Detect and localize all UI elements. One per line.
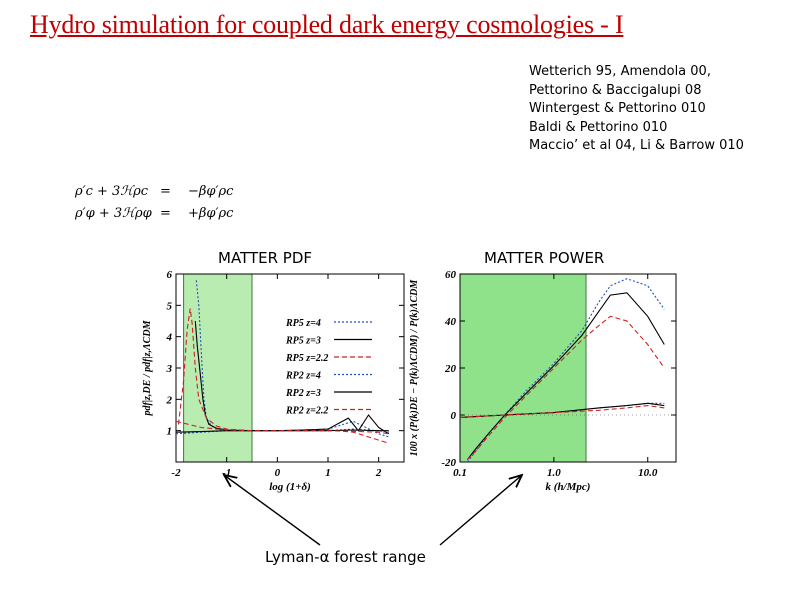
equation-lhs: ρ′c + 3ℋρc (75, 184, 149, 199)
series-line (466, 292, 665, 460)
y-tick-label: 6 (167, 269, 173, 281)
series-line (176, 420, 389, 435)
x-tick-label: 0.1 (453, 467, 467, 479)
x-tick-label: -2 (171, 467, 181, 479)
lyman-alpha-range-highlight (183, 273, 253, 463)
y-tick-label: 60 (445, 269, 457, 281)
equation-operator: = (160, 206, 171, 221)
reference-item: Maccio’ et al 04, Li & Barrow 010 (529, 138, 744, 153)
x-tick-label: 10.0 (638, 467, 658, 479)
equation-rhs: +βφ′ρc (188, 206, 234, 221)
lyman-alpha-range-highlight (459, 273, 587, 463)
x-axis-label: log (1+δ) (269, 481, 311, 493)
y-axis-label: pdf|z,DE / pdf|z,ΛCDM (142, 319, 153, 416)
x-tick-label: 0 (275, 467, 281, 479)
lyman-alpha-caption: Lyman-α forest range (265, 548, 426, 566)
equation-row: ρ′c + 3ℋρc = −βφ′ρc (75, 184, 233, 206)
legend-label: RP2 z=2.2 (285, 406, 328, 417)
reference-list: Wetterich 95, Amendola 00, Pettorino & B… (529, 63, 744, 156)
legend-label: RP5 z=2.2 (285, 353, 328, 364)
y-tick-label: 20 (444, 363, 457, 375)
matter-pdf-label: MATTER PDF (218, 249, 312, 267)
equation-rhs: −βφ′ρc (188, 184, 234, 199)
y-tick-label: 5 (167, 300, 173, 312)
equation-lhs: ρ′φ + 3ℋρφ (75, 206, 152, 221)
reference-item: Wintergest & Pettorino 010 (529, 101, 706, 116)
x-axis-label: k (h/Mpc) (546, 481, 591, 493)
legend-label: RP5 z=3 (285, 336, 321, 347)
series-line (466, 278, 665, 462)
arrow-to-power-range (439, 475, 522, 546)
x-tick-label: 1 (325, 467, 331, 479)
y-tick-label: 4 (166, 332, 173, 344)
reference-item: Baldi & Pettorino 010 (529, 119, 668, 135)
legend-label: RP5 z=4 (285, 318, 321, 329)
equation-row: ρ′φ + 3ℋρφ = +βφ′ρc (75, 206, 233, 228)
y-tick-label: 3 (166, 363, 173, 375)
equation-operator: = (160, 184, 171, 199)
series-line (467, 315, 665, 460)
arrow-to-pdf-range (224, 475, 321, 546)
y-axis-label: 100 x (P(k)DE − P(k)ΛCDM) / P(k)ΛCDM (409, 279, 420, 457)
legend-label: RP2 z=3 (285, 388, 321, 399)
series-line (460, 405, 665, 418)
x-tick-label: -1 (222, 467, 231, 479)
coupling-equations: ρ′c + 3ℋρc = −βφ′ρc ρ′φ + 3ℋρφ = +βφ′ρc (75, 184, 233, 228)
legend-label: RP2 z=4 (285, 371, 321, 382)
y-tick-label: 40 (444, 316, 457, 328)
y-tick-label: 2 (166, 394, 173, 406)
y-tick-label: 1 (167, 426, 173, 438)
x-tick-label: 2 (375, 467, 382, 479)
reference-item: Wetterich 95, Amendola 00, (529, 64, 711, 79)
reference-item: Pettorino & Baccigalupi 08 (529, 82, 702, 98)
y-tick-label: -20 (441, 457, 456, 469)
slide-title: Hydro simulation for coupled dark energy… (30, 10, 624, 39)
x-tick-label: 1.0 (547, 467, 561, 479)
matter-power-label: MATTER POWER (484, 249, 605, 267)
y-tick-label: 0 (451, 410, 457, 422)
